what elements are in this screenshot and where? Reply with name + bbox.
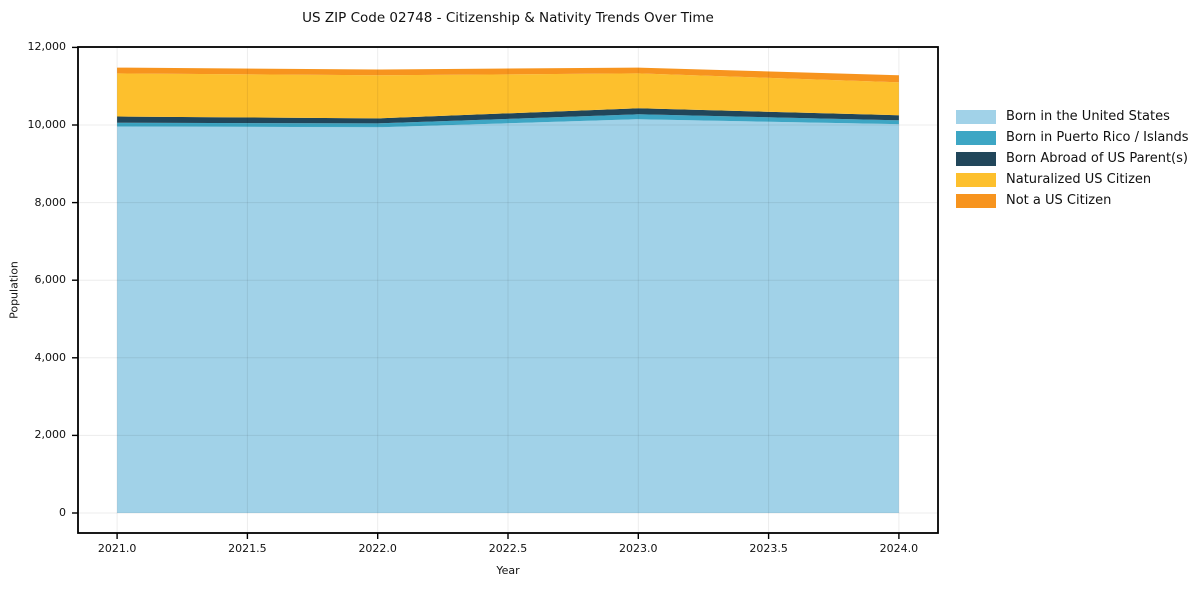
legend-swatch (956, 151, 996, 166)
y-tick-label: 4,000 (34, 350, 67, 364)
legend-item-born-in-puerto-rico-islands: Born in Puerto Rico / Islands (956, 127, 1189, 148)
x-tick-label: 2023.0 (619, 542, 658, 555)
legend-label: Naturalized US Citizen (1006, 172, 1152, 187)
legend-item-born-abroad-of-us-parent-s: Born Abroad of US Parent(s) (956, 148, 1189, 169)
legend-swatch (956, 109, 996, 124)
legend-label: Born in Puerto Rico / Islands (1006, 130, 1189, 145)
y-tick-label: 8,000 (34, 195, 67, 209)
chart-title: US ZIP Code 02748 - Citizenship & Nativi… (302, 10, 714, 26)
legend: Born in the United States Born in Puerto … (956, 106, 1189, 211)
legend-label: Not a US Citizen (1006, 193, 1112, 208)
x-axis-label: Year (496, 564, 520, 577)
x-tick-label: 2022.0 (358, 542, 397, 555)
y-tick-label: 6,000 (34, 273, 67, 287)
legend-label: Born Abroad of US Parent(s) (1006, 151, 1188, 166)
legend-swatch (956, 172, 996, 187)
legend-swatch (956, 130, 996, 145)
x-tick-label: 2024.0 (879, 542, 919, 555)
y-tick-label: 0 (59, 506, 66, 520)
area-naturalized-us-citizen (117, 73, 899, 119)
y-axis-label: Population (7, 261, 21, 319)
legend-item-naturalized-us-citizen: Naturalized US Citizen (956, 169, 1189, 190)
y-tick-label: 10,000 (27, 117, 67, 131)
plot-border (77, 46, 939, 534)
y-tick-label: 2,000 (34, 428, 67, 442)
x-tick-label: 2021.0 (97, 542, 137, 555)
area-born-abroad-of-us-parent-s (117, 108, 899, 124)
legend-label: Born in the United States (1006, 109, 1170, 124)
legend-item-born-in-the-united-states: Born in the United States (956, 106, 1189, 127)
x-tick-label: 2022.5 (488, 542, 528, 555)
area-not-a-us-citizen (117, 67, 899, 83)
tick-marks (72, 46, 900, 539)
y-tick-label: 12,000 (27, 40, 67, 54)
legend-item-not-a-us-citizen: Not a US Citizen (956, 190, 1189, 211)
legend-swatch (956, 193, 996, 208)
areas (117, 67, 899, 513)
x-tick-label: 2023.5 (749, 542, 788, 555)
x-tick-label: 2021.5 (228, 542, 267, 555)
area-born-in-puerto-rico-islands (117, 114, 899, 128)
area-born-in-the-united-states (117, 119, 899, 513)
